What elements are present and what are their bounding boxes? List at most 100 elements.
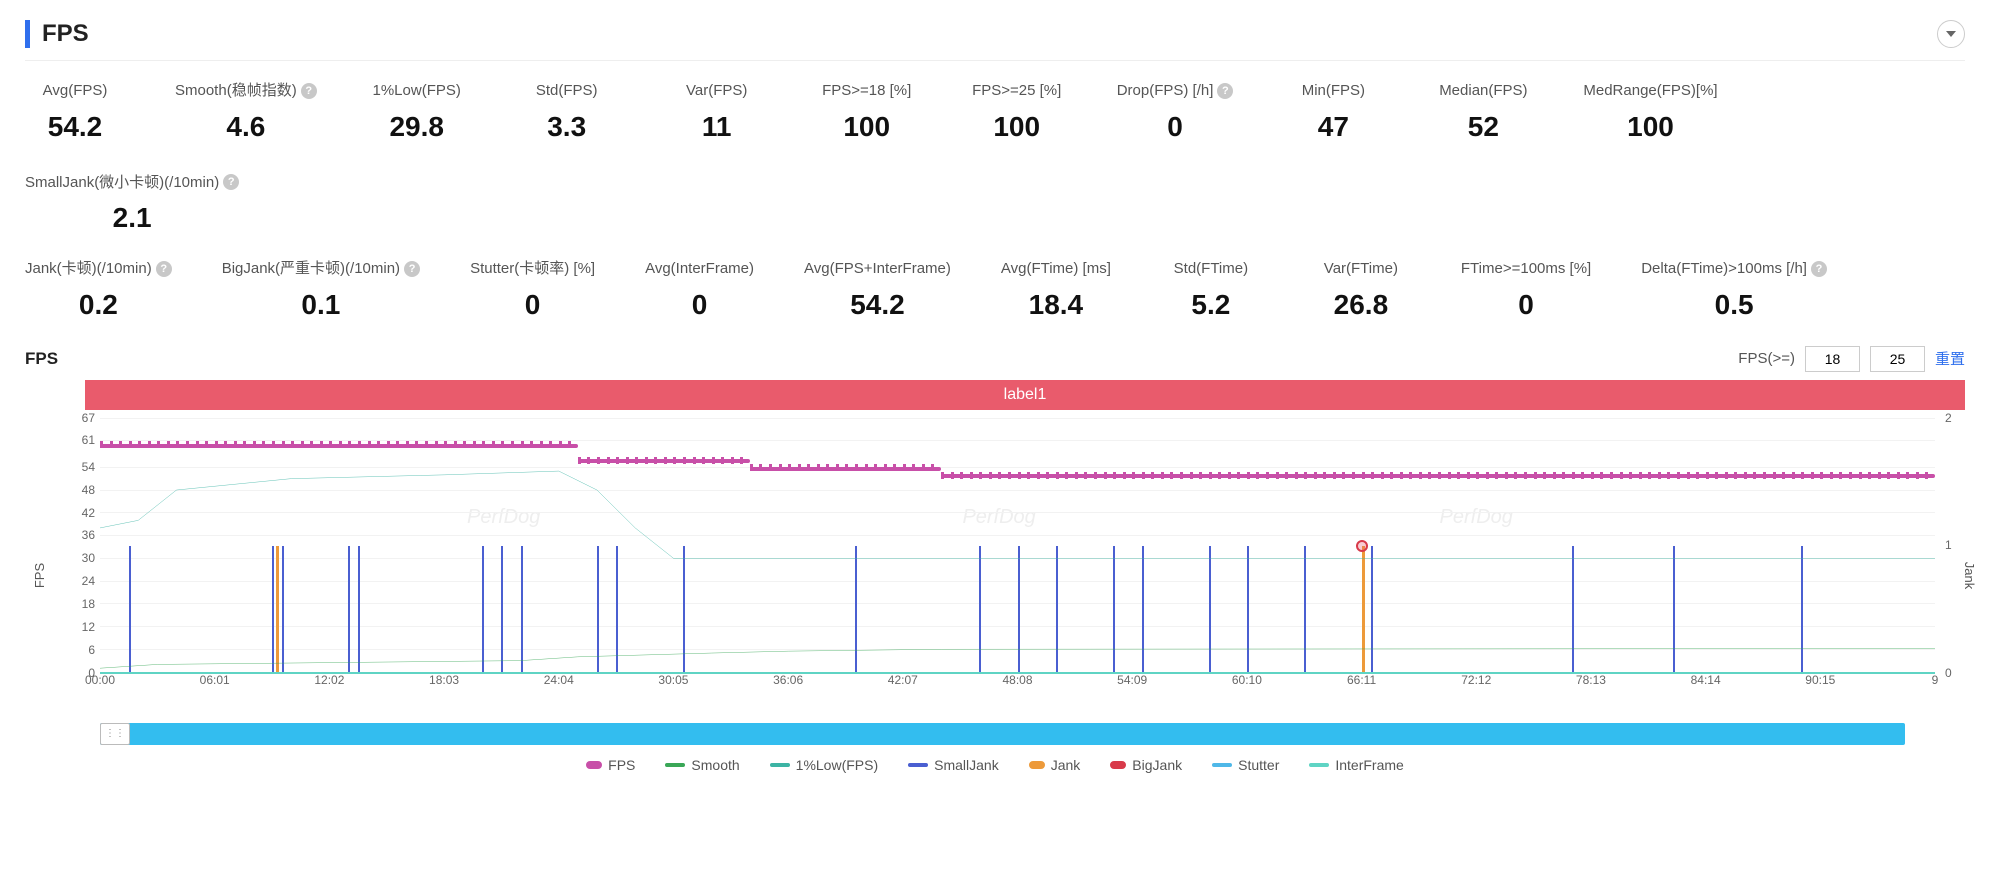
legend-swatch [1212,763,1232,767]
y-tick: 24 [82,574,95,588]
legend-item[interactable]: InterFrame [1309,757,1403,773]
help-icon[interactable]: ? [1217,83,1233,99]
metric-value: 11 [702,111,732,143]
metric-label: Std(FTime) [1174,259,1248,279]
metric-card: Min(FPS)47 [1283,81,1383,143]
x-tick: 9 [1932,673,1939,687]
metric-card: Delta(FTime)>100ms [/h]?0.5 [1641,259,1827,321]
chevron-down-icon [1946,31,1956,37]
help-icon[interactable]: ? [156,261,172,277]
legend-item[interactable]: Jank [1029,757,1081,773]
x-tick: 18:03 [429,673,459,687]
x-tick: 06:01 [200,673,230,687]
metric-value: 54.2 [850,289,905,321]
metric-value: 100 [1627,111,1674,143]
x-tick: 30:05 [658,673,688,687]
metric-value: 100 [993,111,1040,143]
metric-label: Avg(FTime) [ms] [1001,259,1111,279]
metric-card: Std(FPS)3.3 [517,81,617,143]
chart-area: FPS Jank 6761544842363024181260 210 Perf… [75,418,1945,718]
metric-label: Var(FTime) [1324,259,1398,279]
help-icon[interactable]: ? [404,261,420,277]
x-tick: 72:12 [1461,673,1491,687]
metric-card: Median(FPS)52 [1433,81,1533,143]
y-tick: 6 [88,643,95,657]
x-tick: 00:00 [85,673,115,687]
legend-label: Jank [1051,757,1081,773]
legend-swatch [1029,761,1045,769]
metric-card: SmallJank(微小卡顿)(/10min)?2.1 [25,173,239,235]
y-axis-right: 210 [1945,418,1965,673]
metrics-row-1: Avg(FPS)54.2Smooth(稳帧指数)?4.61%Low(FPS)29… [25,81,1965,234]
metric-card: Avg(FPS)54.2 [25,81,125,143]
metric-value: 47 [1318,111,1349,143]
x-tick: 48:08 [1002,673,1032,687]
section-header: FPS [25,20,1965,61]
metric-value: 26.8 [1334,289,1389,321]
help-icon[interactable]: ? [223,174,239,190]
chart-title: FPS [25,349,58,369]
metric-card: Var(FPS) 11 [667,81,767,143]
metric-value: 2.1 [113,202,152,234]
metric-value: 100 [843,111,890,143]
metric-value: 0 [1167,111,1183,143]
legend-label: BigJank [1132,757,1182,773]
metric-card: Avg(FTime) [ms]18.4 [1001,259,1111,321]
metric-label: Var(FPS) [686,81,747,101]
threshold-input-1[interactable] [1805,346,1860,372]
title-accent-bar [25,20,30,48]
legend-label: FPS [608,757,635,773]
metric-label: BigJank(严重卡顿)(/10min)? [222,259,420,279]
metric-card: Drop(FPS) [/h]? 0 [1117,81,1234,143]
y-tick: 67 [82,411,95,425]
metric-label: Jank(卡顿)(/10min)? [25,259,172,279]
legend-item[interactable]: SmallJank [908,757,999,773]
collapse-toggle-button[interactable] [1937,20,1965,48]
x-tick: 42:07 [888,673,918,687]
metric-value: 0.2 [79,289,118,321]
y-tick-right: 1 [1945,538,1965,552]
x-tick: 36:06 [773,673,803,687]
metric-label: Median(FPS) [1439,81,1527,101]
legend-label: SmallJank [934,757,999,773]
y-tick: 48 [82,483,95,497]
metric-value: 3.3 [547,111,586,143]
y-tick: 61 [82,433,95,447]
help-icon[interactable]: ? [1811,261,1827,277]
metric-card: Avg(InterFrame)0 [645,259,754,321]
time-scrollbar[interactable]: ⋮⋮ [100,723,1905,745]
help-icon[interactable]: ? [301,83,317,99]
legend-swatch [908,763,928,767]
x-tick: 66:11 [1347,673,1376,687]
legend-item[interactable]: FPS [586,757,635,773]
y-tick-right: 2 [1945,411,1965,425]
metric-value: 5.2 [1191,289,1230,321]
legend-label: InterFrame [1335,757,1403,773]
y-tick: 36 [82,528,95,542]
chart-plot[interactable]: PerfDog PerfDog PerfDog [100,418,1935,673]
legend-item[interactable]: Stutter [1212,757,1279,773]
y-tick: 30 [82,551,95,565]
legend-swatch [770,763,790,767]
metric-card: Stutter(卡顿率) [%]0 [470,259,595,321]
metric-label: Drop(FPS) [/h]? [1117,81,1234,101]
scrollbar-thumb[interactable]: ⋮⋮ [100,723,130,745]
metric-label: 1%Low(FPS) [373,81,461,101]
legend-item[interactable]: BigJank [1110,757,1182,773]
legend-label: Stutter [1238,757,1279,773]
reset-link[interactable]: 重置 [1935,348,1965,369]
threshold-input-2[interactable] [1870,346,1925,372]
legend-item[interactable]: Smooth [665,757,739,773]
legend-item[interactable]: 1%Low(FPS) [770,757,878,773]
metric-value: 29.8 [389,111,444,143]
y-tick: 42 [82,506,95,520]
metric-label: MedRange(FPS)[%] [1583,81,1717,101]
metric-value: 0 [525,289,541,321]
series-smooth [100,418,1935,672]
y-tick: 18 [82,597,95,611]
metric-value: 0 [1518,289,1534,321]
metric-value: 4.6 [226,111,265,143]
metric-label: FPS>=18 [%] [822,81,911,101]
legend-swatch [665,763,685,767]
y-axis-left-label: FPS [32,562,47,587]
